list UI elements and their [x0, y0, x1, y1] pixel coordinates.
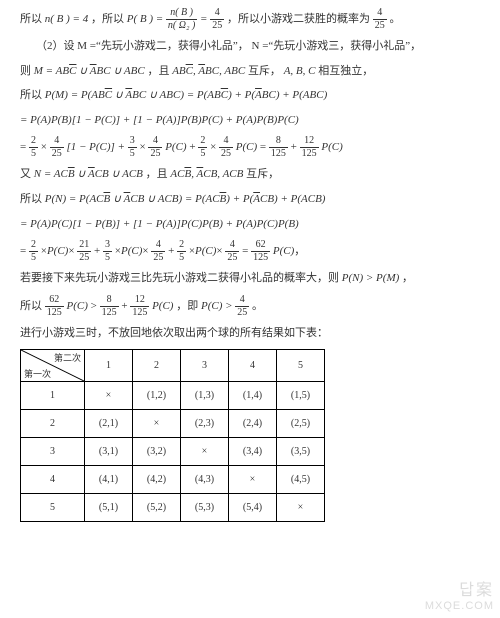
table-cell: (4,2)	[133, 466, 181, 494]
table-cell: (5,1)	[85, 494, 133, 522]
text: ，所以	[91, 13, 124, 25]
table-cell: ×	[277, 494, 325, 522]
table-cell: (4,1)	[85, 466, 133, 494]
line-2: （2）设 M =“先玩小游戏二，获得小礼品”， N =“先玩小游戏三，获得小礼品…	[20, 38, 480, 56]
line-3: 则 M = ABC ∪ ABC ∪ ABC ，且 ABC, ABC, ABC 互…	[20, 63, 480, 81]
watermark: 답案 MXQE.COM	[425, 576, 494, 612]
table-cell: (2,5)	[277, 410, 325, 438]
math: P(M) = P(ABC ∪ ABC ∪ ABC) = P(ABC) + P(A…	[45, 89, 328, 101]
table-diag-header: 第二次 第一次	[21, 350, 85, 382]
table-cell: (5,4)	[229, 494, 277, 522]
line-10: = 25 ×P(C)× 2125 + 35 ×P(C)× 425 + 25 ×P…	[20, 240, 480, 263]
table-cell: (3,2)	[133, 438, 181, 466]
col-header: 4	[229, 350, 277, 382]
text: 互斥，	[246, 168, 279, 180]
table-cell: (2,1)	[85, 410, 133, 438]
table-cell: (3,5)	[277, 438, 325, 466]
frac: n( B )n( Ω₂ )	[166, 8, 197, 31]
table-row: 2(2,1)×(2,3)(2,4)(2,5)	[21, 410, 325, 438]
text: （2）设 M =“先玩小游戏二，获得小礼品”， N =“先玩小游戏三，获得小礼品…	[36, 40, 421, 52]
row-header: 3	[21, 438, 85, 466]
frac: 425	[373, 8, 387, 31]
line-4: 所以 P(M) = P(ABC ∪ ABC ∪ ABC) = P(ABC) + …	[20, 87, 480, 105]
row-header: 1	[21, 382, 85, 410]
math: P( B ) =	[127, 13, 166, 25]
text: ，且	[146, 168, 168, 180]
line-7: 又 N = ACB ∪ ACB ∪ ACB ，且 ACB, ACB, ACB 互…	[20, 166, 480, 184]
table-row: 1×(1,2)(1,3)(1,4)(1,5)	[21, 382, 325, 410]
watermark-line2: MXQE.COM	[425, 600, 494, 612]
line-11: 若要接下来先玩小游戏三比先玩小游戏二获得小礼品的概率大，则 P(N) > P(M…	[20, 270, 480, 288]
table-cell: ×	[85, 382, 133, 410]
table-cell: ×	[133, 410, 181, 438]
text: ，所以小游戏二获胜的概率为	[227, 13, 370, 25]
table-cell: ×	[181, 438, 229, 466]
col-header: 2	[133, 350, 181, 382]
eq: =	[200, 13, 210, 25]
line-8: 所以 P(N) = P(ACB ∪ ACB ∪ ACB) = P(ACB) + …	[20, 191, 480, 209]
diag-top: 第二次	[54, 351, 81, 364]
math: A, B, C	[284, 65, 319, 77]
table-cell: ×	[229, 466, 277, 494]
table-cell: (1,2)	[133, 382, 181, 410]
math: P(N) > P(M)	[342, 272, 400, 284]
text: 所以	[20, 13, 42, 25]
frac: 425	[210, 8, 224, 31]
row-header: 5	[21, 494, 85, 522]
table-cell: (1,5)	[277, 382, 325, 410]
text: ，即	[176, 300, 198, 312]
text: 若要接下来先玩小游戏三比先玩小游戏二获得小礼品的概率大，则	[20, 272, 339, 284]
watermark-line1: 답案	[425, 576, 494, 600]
line-12: 所以 62125 P(C) > 8125 + 12125 P(C) ，即 P(C…	[20, 295, 480, 318]
math-nB: n( B ) = 4	[45, 13, 88, 25]
text: 进行小游戏三时，不放回地依次取出两个球的所有结果如下表：	[20, 327, 328, 339]
table-cell: (4,3)	[181, 466, 229, 494]
table-cell: (5,3)	[181, 494, 229, 522]
table-row: 5(5,1)(5,2)(5,3)(5,4)×	[21, 494, 325, 522]
table-header-row: 第二次 第一次 1 2 3 4 5	[21, 350, 325, 382]
line-6: = 25 × 425 [1 − P(C)] + 35 × 425 P(C) + …	[20, 136, 480, 159]
outcome-table: 第二次 第一次 1 2 3 4 5 1×(1,2)(1,3)(1,4)(1,5)…	[20, 349, 325, 522]
table-cell: (2,4)	[229, 410, 277, 438]
line-1: 所以 n( B ) = 4 ，所以 P( B ) = n( B )n( Ω₂ )…	[20, 8, 480, 31]
col-header: 1	[85, 350, 133, 382]
text: ，且	[147, 65, 169, 77]
col-header: 3	[181, 350, 229, 382]
col-header: 5	[277, 350, 325, 382]
table-cell: (3,1)	[85, 438, 133, 466]
math: M = ABC ∪ ABC ∪ ABC	[34, 65, 145, 77]
line-5: = P(A)P(B)[1 − P(C)] + [1 − P(A)]P(B)P(C…	[20, 112, 480, 130]
math: P(N) = P(ACB ∪ ACB ∪ ACB) = P(ACB) + P(A…	[45, 193, 326, 205]
text: 。	[389, 13, 400, 25]
text: 所以	[20, 89, 42, 101]
diag-bottom: 第一次	[24, 367, 51, 380]
row-header: 4	[21, 466, 85, 494]
table-cell: (3,4)	[229, 438, 277, 466]
math: ABC, ABC, ABC	[172, 65, 248, 77]
math: = P(A)P(B)[1 − P(C)] + [1 − P(A)]P(B)P(C…	[20, 114, 299, 126]
table-row: 3(3,1)(3,2)×(3,4)(3,5)	[21, 438, 325, 466]
text: 又	[20, 168, 31, 180]
text: ，	[402, 272, 413, 284]
line-9: = P(A)P(C)[1 − P(B)] + [1 − P(A)]P(C)P(B…	[20, 216, 480, 234]
text: 互斥，	[248, 65, 281, 77]
table-cell: (5,2)	[133, 494, 181, 522]
table-cell: (2,3)	[181, 410, 229, 438]
text: 所以	[20, 193, 42, 205]
table-cell: (1,3)	[181, 382, 229, 410]
text: 相互独立，	[318, 65, 373, 77]
math: N = ACB ∪ ACB ∪ ACB	[34, 168, 143, 180]
table-cell: (4,5)	[277, 466, 325, 494]
text: 。	[252, 300, 263, 312]
line-13: 进行小游戏三时，不放回地依次取出两个球的所有结果如下表：	[20, 325, 480, 343]
math: ACB, ACB, ACB	[170, 168, 246, 180]
table-cell: (1,4)	[229, 382, 277, 410]
text: 所以	[20, 300, 42, 312]
table-row: 4(4,1)(4,2)(4,3)×(4,5)	[21, 466, 325, 494]
row-header: 2	[21, 410, 85, 438]
math: = P(A)P(C)[1 − P(B)] + [1 − P(A)]P(C)P(B…	[20, 218, 299, 230]
text: 则	[20, 65, 31, 77]
